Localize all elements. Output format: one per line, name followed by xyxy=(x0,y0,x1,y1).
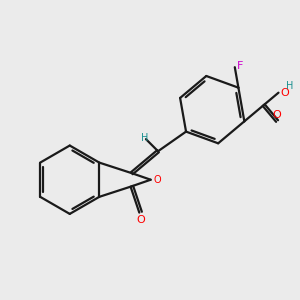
Text: O: O xyxy=(280,88,289,98)
Text: H: H xyxy=(141,133,148,143)
Text: O: O xyxy=(273,110,281,120)
Text: O: O xyxy=(154,175,161,185)
Text: O: O xyxy=(136,215,145,225)
Text: H: H xyxy=(286,81,294,91)
Text: F: F xyxy=(237,61,244,71)
